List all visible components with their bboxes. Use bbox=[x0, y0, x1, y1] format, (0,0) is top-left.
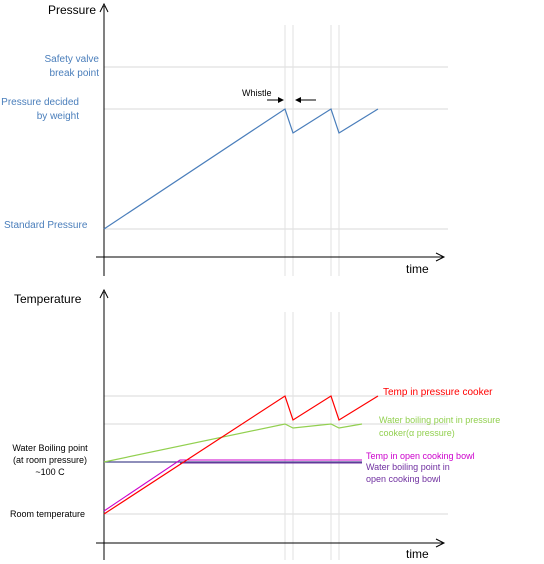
pressure-axis-label: Pressure bbox=[48, 3, 96, 17]
temperature-x-axis-arrow bbox=[435, 538, 446, 548]
temperature-time-label: time bbox=[406, 547, 429, 561]
pressure-panel: Pressure time Whistle Safety valve break … bbox=[1, 2, 448, 276]
room-temperature-label: Room temperature bbox=[10, 509, 85, 519]
water-boiling-room-label: Water Boiling point (at room pressure) ~10… bbox=[12, 443, 88, 477]
temperature-axis-label: Temperature bbox=[14, 292, 82, 306]
pressure-x-axis-arrow bbox=[435, 252, 446, 262]
standard-pressure-label: Standard Pressure bbox=[4, 220, 88, 231]
weight-pressure-label-line: by weight bbox=[37, 111, 79, 122]
boil-cooker-series-label-line: cooker(α pressure) bbox=[379, 428, 455, 438]
boil-cooker-series-label: Water boiling point in pressure cooker(α … bbox=[379, 415, 500, 438]
boil-bowl-series-label-line: open cooking bowl bbox=[366, 474, 441, 484]
weight-pressure-label-line: Pressure decided bbox=[1, 97, 79, 108]
pressure-time-label: time bbox=[406, 262, 429, 276]
temperature-panel: Temperature time Water Boiling point (at … bbox=[10, 288, 500, 561]
weight-pressure-label: Pressure decided by weight bbox=[1, 97, 79, 122]
temp-bowl-curve bbox=[103, 459, 362, 512]
safety-valve-label-line: Safety valve bbox=[45, 54, 100, 65]
temp-cooker-series-label: Temp in pressure cooker bbox=[383, 387, 493, 398]
temperature-y-axis-arrow bbox=[99, 288, 109, 299]
boil-cooker-series-label-line: Water boiling point in pressure bbox=[379, 415, 500, 425]
boil-bowl-series-label-line: Water boiling point in bbox=[366, 462, 450, 472]
safety-valve-label: Safety valve break point bbox=[45, 54, 100, 79]
whistle-arrowhead-right bbox=[278, 97, 284, 103]
boil-cooker-curve bbox=[103, 423, 363, 463]
temp-bowl-series-label: Temp in open cooking bowl bbox=[366, 451, 475, 461]
whistle-arrowhead-left bbox=[295, 97, 301, 103]
water-boiling-room-label-line: Water Boiling point bbox=[12, 443, 88, 453]
temp-cooker-curve bbox=[103, 395, 379, 515]
boil-bowl-series-label: Water boiling point in open cooking bowl bbox=[366, 462, 450, 484]
safety-valve-label-line: break point bbox=[50, 68, 100, 79]
whistle-label: Whistle bbox=[242, 88, 272, 98]
pressure-curve bbox=[103, 108, 379, 230]
water-boiling-room-label-line: (at room pressure) bbox=[13, 455, 87, 465]
pressure-y-axis-arrow bbox=[99, 2, 109, 13]
water-boiling-room-label-line: ~100 C bbox=[35, 467, 65, 477]
